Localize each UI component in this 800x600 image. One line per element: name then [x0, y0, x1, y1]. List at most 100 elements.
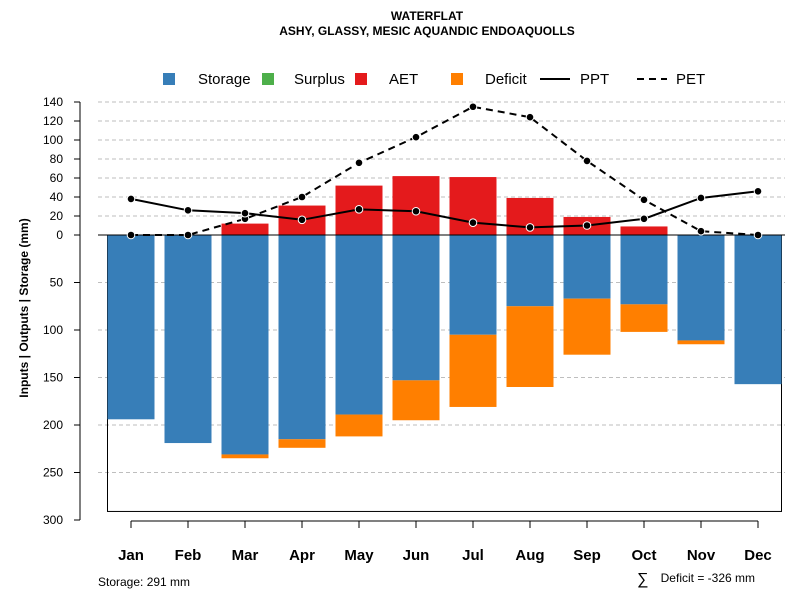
pet-point: [753, 230, 763, 240]
chart-title: WATERFLAT: [391, 9, 464, 23]
ppt-point: [639, 214, 649, 224]
ppt-point: [753, 187, 763, 196]
deficit-bar: [563, 298, 611, 355]
pet-point: [639, 195, 649, 205]
legend-item-ppt: PPT: [540, 71, 609, 88]
deficit-bar: [392, 380, 440, 421]
ppt-line: [130, 190, 759, 229]
deficit-bar: [278, 439, 326, 448]
legend-label: AET: [389, 71, 418, 88]
pet-point: [582, 156, 592, 166]
y-tick-label: 150: [43, 371, 63, 385]
storage-bar: [620, 235, 668, 305]
y-tick-label: 300: [43, 513, 63, 527]
gridlines: [98, 101, 785, 473]
ppt-point: [411, 206, 421, 216]
legend-item-surplus: Surplus: [262, 71, 345, 88]
ppt-point: [126, 194, 136, 204]
ppt-point: [468, 218, 478, 227]
ppt-point: [354, 205, 364, 214]
y-tick-label: 140: [43, 95, 63, 109]
legend-label: Deficit: [485, 71, 528, 88]
ppt-point: [240, 208, 250, 218]
legend-item-storage: Storage: [163, 71, 251, 88]
x-tick-label: Aug: [515, 547, 544, 564]
deficit-bar: [506, 306, 554, 387]
y-tick-label: 50: [50, 276, 64, 290]
x-tick-label: Jun: [403, 547, 430, 564]
y-tick-label: 250: [43, 466, 63, 480]
y-tick-label: 40: [50, 190, 64, 204]
deficit-bar: [620, 304, 668, 332]
legend: Storage Surplus AET Deficit PPT PET: [163, 71, 705, 88]
x-tick-label: Feb: [175, 547, 202, 564]
y-tick-label: 200: [43, 418, 63, 432]
pet-point: [696, 226, 706, 236]
ppt-point: [297, 215, 307, 225]
storage-bar: [449, 235, 497, 335]
storage-note: Storage: 291 mm: [98, 575, 190, 589]
x-tick-label: Mar: [232, 547, 259, 564]
pet-point: [525, 112, 535, 122]
x-tick-label: Sep: [573, 547, 601, 564]
x-tick-label: Jan: [118, 547, 144, 564]
storage-bar: [164, 235, 212, 444]
pet-point: [411, 132, 421, 142]
legend-item-pet: PET: [637, 71, 705, 88]
pet-point: [468, 102, 478, 112]
aet-legend-swatch: [355, 73, 367, 85]
pet-line: [131, 105, 759, 236]
deficit-bar: [221, 454, 269, 459]
pet-point: [126, 230, 136, 240]
aet-bar: [221, 223, 269, 235]
storage-bar: [734, 235, 782, 385]
storage-bar: [506, 235, 554, 307]
y-tick-label: 100: [43, 133, 63, 147]
legend-label: Storage: [198, 71, 251, 88]
ppt-point: [696, 193, 706, 203]
legend-item-deficit: Deficit: [451, 71, 528, 88]
legend-item-aet: AET: [355, 71, 418, 88]
storage-bar: [278, 235, 326, 440]
pet-point: [183, 230, 193, 240]
legend-label: PPT: [580, 71, 609, 88]
sum-icon: ∑: [637, 571, 648, 588]
legend-label: Surplus: [294, 71, 345, 88]
deficit-bar: [449, 334, 497, 407]
y-tick-label: 0: [56, 228, 63, 242]
y-tick-label: 80: [50, 152, 64, 166]
x-tick-label: Apr: [289, 547, 315, 564]
y-tick-label: 60: [50, 171, 64, 185]
lines: [98, 102, 785, 240]
y-tick-label: 120: [43, 114, 63, 128]
storage-bar: [335, 235, 383, 415]
legend-label: PET: [676, 71, 705, 88]
aet-bar: [392, 176, 440, 235]
deficit-bar: [335, 414, 383, 437]
storage-bar: [563, 235, 611, 299]
pet-point: [354, 158, 364, 168]
x-tick-label: May: [344, 547, 374, 564]
deficit-legend-swatch: [451, 73, 463, 85]
y-tick-label: 100: [43, 323, 63, 337]
deficit-note: Deficit = -326 mm: [661, 571, 755, 585]
x-tick-label: Nov: [687, 547, 716, 564]
x-tick-label: Dec: [744, 547, 772, 564]
aet-bar: [620, 226, 668, 235]
x-tick-label: Jul: [462, 547, 484, 564]
deficit-bar: [677, 340, 725, 345]
x-tick-label: Oct: [631, 547, 656, 564]
surplus-legend-swatch: [262, 73, 274, 85]
axes: 0 20 40 60 80 100 120 140 50 100 150 200 250 300 Jan Fe…: [43, 95, 772, 564]
storage-bar: [677, 235, 725, 341]
ppt-point: [582, 221, 592, 230]
storage-bar: [221, 235, 269, 455]
ppt-point: [525, 223, 535, 232]
bars: [107, 176, 782, 512]
chart-subtitle: ASHY, GLASSY, MESIC AQUANDIC ENDOAQUOLLS: [279, 24, 575, 38]
pet-point: [297, 192, 307, 202]
ppt-point: [183, 206, 193, 215]
storage-bar: [392, 235, 440, 381]
y-tick-label: 20: [50, 209, 64, 223]
